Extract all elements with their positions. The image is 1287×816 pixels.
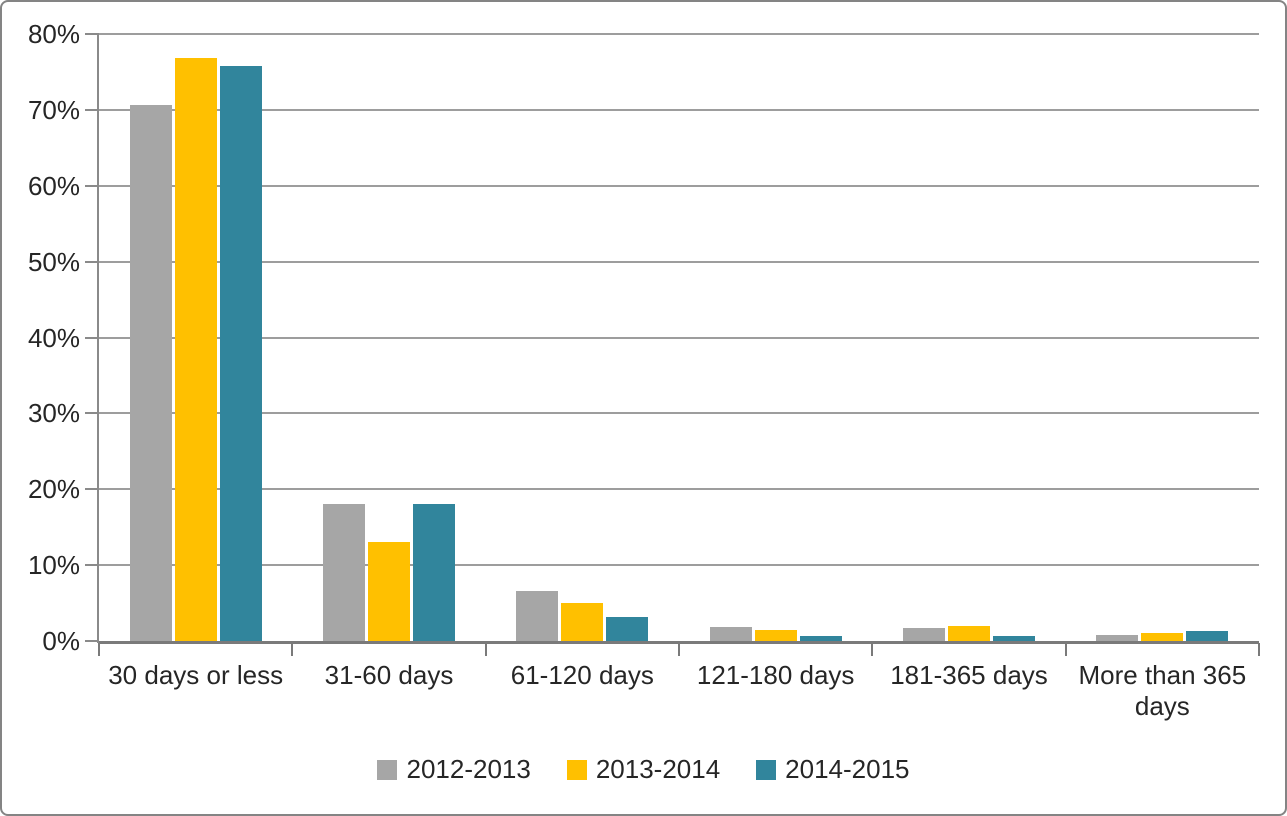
bar-2012-2013-181-365-days <box>903 628 945 641</box>
bar-2013-2014-more-than-365-days <box>1141 633 1184 641</box>
legend-swatch-icon <box>566 759 587 780</box>
x-axis-tick <box>484 643 487 656</box>
legend-item-2012-2013: 2012-2013 <box>377 754 531 785</box>
x-axis-tick <box>291 643 294 656</box>
bar-2013-2014-121-180-days <box>754 629 797 641</box>
y-axis-label: 80% <box>27 19 80 49</box>
y-axis-tick <box>85 488 99 491</box>
legend-swatch-icon <box>377 759 398 780</box>
y-axis-tick <box>85 184 99 187</box>
bar-2014-2015-181-365-days <box>993 636 1035 641</box>
x-axis-label: 121-180 days <box>696 660 855 690</box>
y-axis-label: 50% <box>27 246 80 277</box>
bar-2013-2014-61-120-days <box>561 603 604 641</box>
x-axis-tick <box>871 643 874 656</box>
bar-2012-2013-121-180-days <box>709 627 752 641</box>
legend-label: 2013-2014 <box>595 754 721 784</box>
y-axis-tick <box>85 108 99 111</box>
y-axis-tick <box>85 33 99 35</box>
gridline-40 <box>99 336 1259 339</box>
y-axis-label: 40% <box>27 322 80 353</box>
x-axis-label: 61-120 days <box>510 660 654 690</box>
x-axis-tick <box>1258 643 1260 656</box>
bar-2012-2013-30-days-or-less <box>129 104 172 641</box>
bar-2012-2013-61-120-days <box>516 590 559 641</box>
bar-2012-2013-more-than-365-days <box>1096 634 1139 641</box>
x-axis-tick <box>98 643 100 656</box>
bar-2014-2015-30-days-or-less <box>219 65 262 641</box>
y-axis-tick <box>85 564 99 567</box>
x-axis-label: 181-365 days <box>890 660 1048 690</box>
bar-2013-2014-181-365-days <box>948 625 990 641</box>
x-axis-label: More than 365 days <box>1078 660 1247 721</box>
bar-2014-2015-61-120-days <box>606 617 649 641</box>
y-axis-label: 0% <box>42 626 80 656</box>
gridline-60 <box>99 184 1259 187</box>
x-axis-line <box>99 641 1259 644</box>
gridline-50 <box>99 260 1259 263</box>
y-axis-label: 30% <box>27 398 80 429</box>
gridline-70 <box>99 108 1259 111</box>
y-axis-label: 10% <box>27 550 80 581</box>
bar-2014-2015-more-than-365-days <box>1186 631 1229 641</box>
bar-2014-2015-121-180-days <box>799 636 842 641</box>
legend-item-2013-2014: 2013-2014 <box>566 754 721 785</box>
x-axis-tick <box>678 643 680 656</box>
legend: 2012-2013 2013-2014 2014-2015 <box>2 754 1285 785</box>
legend-item-2014-2015: 2014-2015 <box>756 754 910 785</box>
y-axis-tick <box>85 640 99 642</box>
y-axis-tick <box>85 412 99 415</box>
y-axis-label: 70% <box>27 94 80 125</box>
y-axis-label: 60% <box>27 170 80 201</box>
bar-2013-2014-30-days-or-less <box>174 57 217 641</box>
legend-label: 2012-2013 <box>406 754 531 784</box>
plot-area <box>99 33 1259 641</box>
x-axis-tick <box>1064 643 1067 656</box>
bar-2013-2014-31-60-days <box>368 541 410 641</box>
y-axis-tick <box>85 336 99 339</box>
gridline-80 <box>99 33 1259 35</box>
bar-2012-2013-31-60-days <box>323 504 365 641</box>
gridline-30 <box>99 412 1259 415</box>
y-axis-line <box>97 34 99 643</box>
gridline-10 <box>99 564 1259 567</box>
y-axis-tick <box>85 260 99 263</box>
bar-2014-2015-31-60-days <box>413 504 455 641</box>
x-axis-label: 30 days or less <box>108 660 284 690</box>
x-axis-label: 31-60 days <box>324 660 454 690</box>
legend-label: 2014-2015 <box>785 754 910 784</box>
y-axis-label: 20% <box>27 474 80 505</box>
gridline-20 <box>99 488 1259 491</box>
legend-swatch-icon <box>756 759 777 780</box>
